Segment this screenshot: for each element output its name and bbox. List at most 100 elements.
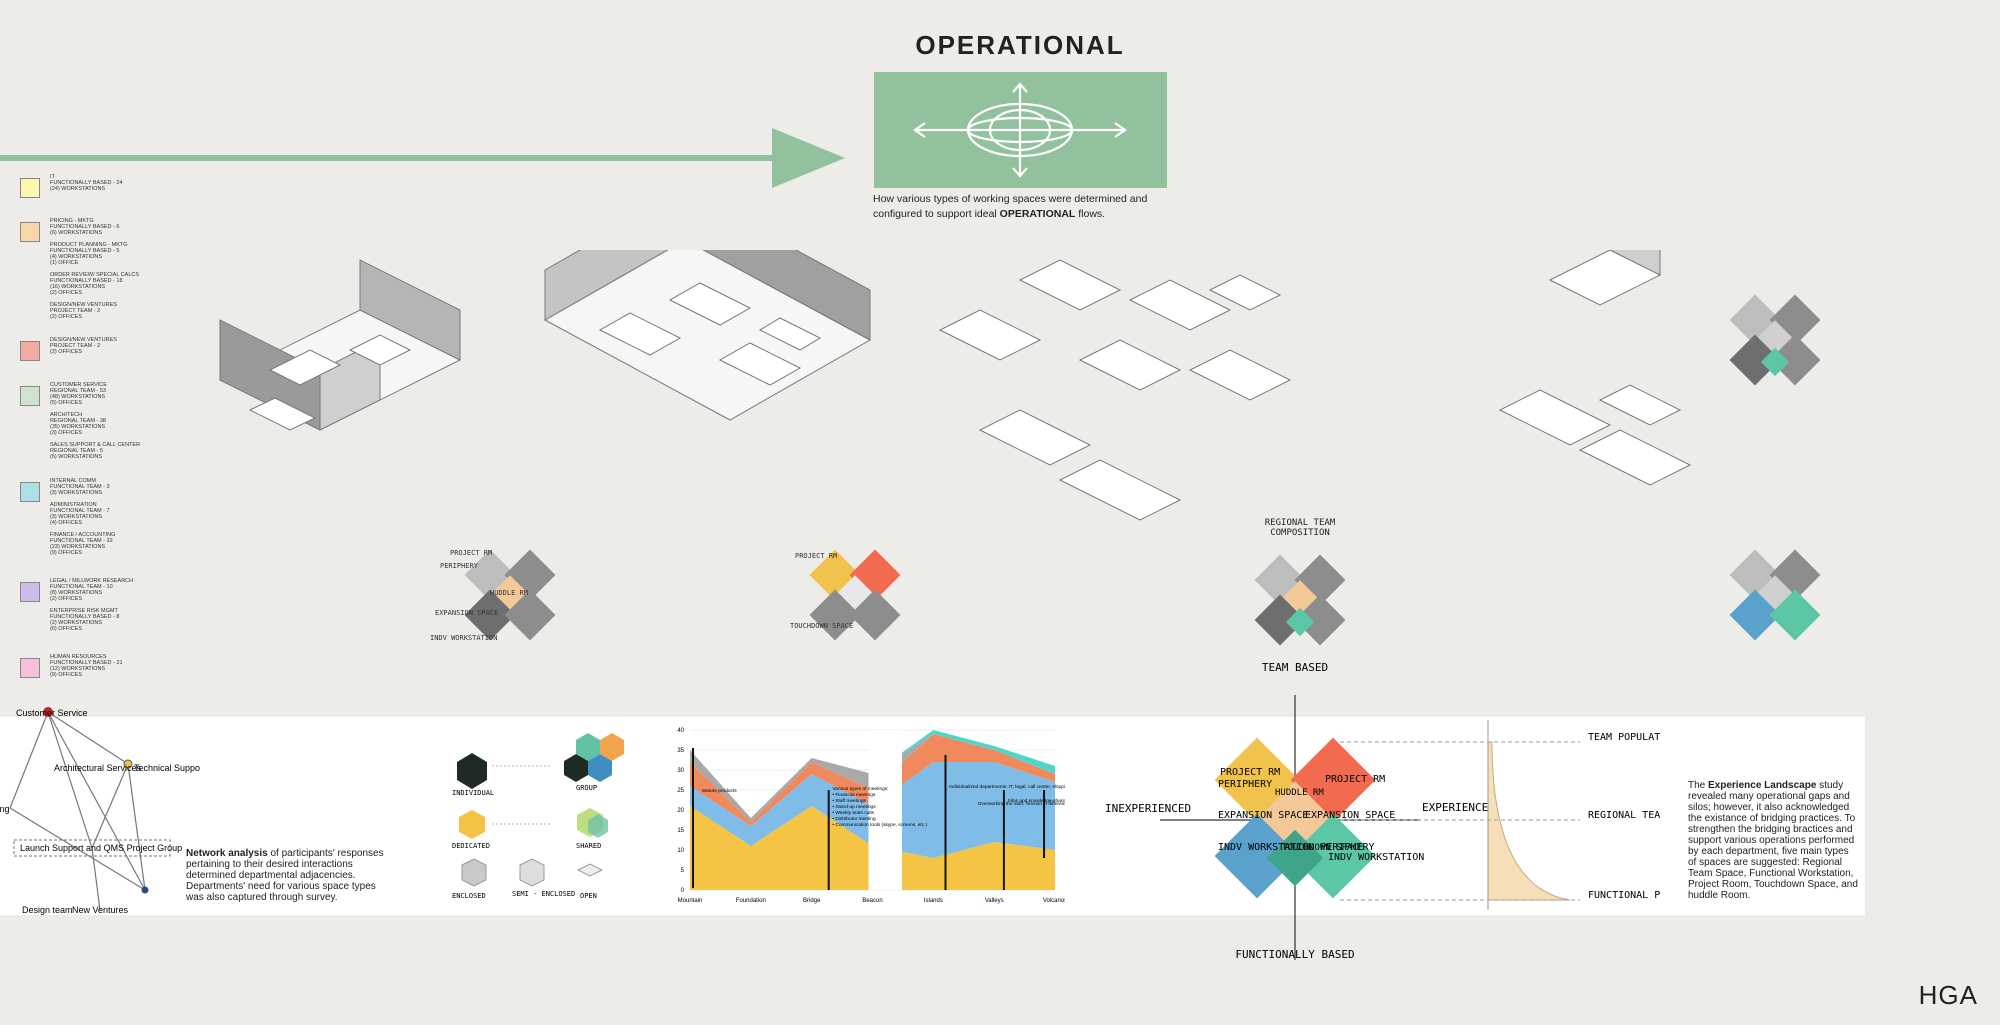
label-periphery: PERIPHERY: [1218, 779, 1272, 790]
network-description-bold: Network analysis: [186, 848, 268, 859]
legend-text: HUMAN RESOURCES FUNCTIONALLY BASED - 21 …: [50, 654, 123, 678]
brand-logo: HGA: [1918, 980, 1978, 1010]
node-label-architectural-services: Architectural Services: [54, 763, 142, 773]
individual-icon: [457, 753, 487, 789]
label-project-rm: PROJECT RM: [450, 549, 492, 557]
operational-caption: How various types of working spaces were…: [873, 192, 1193, 222]
label-project-rm-right: PROJECT RM: [1325, 774, 1385, 785]
node-label-customer-service: Customer Service: [16, 708, 88, 718]
type-label-enclosed: ENCLOSED: [452, 892, 486, 900]
label-expansion-space: EXPANSION SPACE: [435, 609, 498, 617]
flow-arrow-head: [772, 128, 845, 188]
x-tick-label: Volcanos: [1043, 898, 1065, 904]
chart-annotation: Silos and knowledge-sharing challenges +…: [1008, 798, 1065, 804]
study-bold: Experience Landscape: [1708, 780, 1817, 791]
legend-text: CUSTOMER SERVICE REGIONAL TEAM - 53 (48)…: [50, 382, 141, 460]
node-customer-service: [43, 707, 53, 717]
floor-plan-3: [938, 259, 1292, 521]
legend-text: LEGAL / MILLWORK RESEARCH FUNCTIONAL TEA…: [50, 578, 134, 632]
network-description: Network analysis of participants' respon…: [186, 848, 386, 903]
label-huddle-rm: HUDDLE RM: [490, 589, 528, 597]
label-expansion-space-right: EXPANSION SPACE: [1305, 810, 1395, 821]
legend-swatch: [20, 582, 40, 602]
label-indv-workstation-periphery: INDV WORKSTATION PERIPHERY: [1218, 842, 1375, 853]
diamond-diagram-5: [1729, 549, 1821, 641]
diamond-diagram-1: PROJECT RM PERIPHERY HUDDLE RM EXPANSION…: [430, 549, 556, 642]
semi-enclosed-icon: [519, 858, 545, 887]
chart-annotation: Individualized departments: IT, legal, c…: [949, 784, 1065, 790]
floor-plan-2: [543, 250, 872, 421]
x-tick-label: Beacon: [862, 898, 882, 904]
x-tick-label: Foundation: [736, 898, 766, 904]
chart-annotation: Various types of meetings: • Financial me…: [832, 786, 927, 828]
type-label-individual: INDIVIDUAL: [452, 789, 494, 797]
node-label-design-team: Design team: [22, 905, 73, 915]
caption-line-2: configured to support ideal: [873, 208, 997, 220]
label-touchdown-space: TOUCHDOWN SPACE: [1282, 843, 1363, 853]
label-project-rm: PROJECT RM: [795, 552, 837, 560]
x-tick-label: Mountain: [678, 898, 703, 904]
axis-label-experienced: EXPERIENCED: [1422, 801, 1495, 814]
legend-text: PRICING - MKTG FUNCTIONALLY BASED - 6 (6…: [50, 218, 140, 320]
study-description: The Experience Landscape study revealed …: [1688, 780, 1858, 901]
space-types-graphic: INDIVIDUAL GROUP DEDICATED SHARED ENCLOS…: [452, 733, 624, 900]
page-title: OPERATIONAL: [915, 30, 1125, 60]
y-tick-label: 20: [677, 808, 684, 814]
label-functional-population: FUNCTIONAL POPULATION: [1588, 890, 1660, 901]
caption-tail: flows.: [1078, 208, 1106, 220]
node-label-new-ventures: New Ventures: [72, 905, 129, 915]
dedicated-icon: [459, 810, 485, 839]
diamond-diagram-3: [1254, 554, 1346, 646]
y-tick-label: 25: [677, 788, 684, 794]
legend-text: IT FUNCTIONALLY BASED - 24 (24) WORKSTAT…: [50, 174, 123, 192]
legend-text: DESIGN/NEW VENTURES PROJECT TEAM - 2 (2)…: [50, 337, 117, 355]
label-indv-workstation: INDV WORKSTATION: [430, 634, 497, 642]
caption-line-1: How various types of working spaces were…: [873, 193, 1148, 205]
isometric-plans: [218, 250, 1692, 521]
label-expansion-space-left: EXPANSION SPACE: [1218, 810, 1308, 821]
floor-plan-1: [218, 259, 462, 431]
node-label-launch-support: Launch Support and QMS Project Group: [20, 843, 182, 853]
label-team-population: TEAM POPULATION: [1588, 732, 1660, 743]
chart-annotation: Mature products: [702, 788, 737, 794]
legend-swatch: [20, 341, 40, 361]
experience-area-chart: 0 5 10 15 20 25 30 35 40 Mountain Foundation Bridge…: [677, 728, 1065, 904]
label-huddle-rm: HUDDLE RM: [1275, 788, 1324, 798]
population-wedge: [1487, 741, 1571, 901]
y-tick-label: 10: [677, 848, 684, 854]
regional-team-label: REGIONAL TEAM COMPOSITION: [1264, 518, 1336, 538]
legend-text: INTERNAL COMM FUNCTIONAL TEAM - 3 (3) WO…: [50, 478, 116, 556]
flow-arrow-line: [0, 155, 780, 161]
caption-bold: OPERATIONAL: [999, 208, 1076, 220]
label-regional-team-population: REGIONAL TEAM POPULATION: [1588, 810, 1660, 821]
diamond-diagram-4: [1729, 294, 1821, 386]
section-gap: [868, 730, 902, 890]
axis-label-functionally-based: FUNCTIONALLY BASED: [1235, 948, 1354, 961]
label-periphery: PERIPHERY: [440, 562, 479, 570]
axis-label-team-based: TEAM BASED: [1262, 661, 1328, 674]
x-tick-label: Islands: [924, 898, 943, 904]
y-tick-label: 35: [677, 748, 684, 754]
network-description-text: of participants' responses pertaining to…: [186, 848, 384, 903]
legend-swatch: [20, 386, 40, 406]
y-tick-label: 0: [681, 888, 685, 894]
x-tick-label: Bridge: [803, 898, 821, 904]
open-icon: [576, 863, 604, 877]
diamond-diagram-2: PROJECT RM TOUCHDOWN SPACE: [790, 549, 901, 641]
label-indv-workstation: INDV WORKSTATION: [1328, 852, 1424, 863]
touchdown-space-tile: [1266, 829, 1324, 887]
label-project-rm-left: PROJECT RM: [1220, 767, 1280, 778]
node-label-technical-support: Technical Support: [134, 763, 200, 773]
experience-landscape: TEAM BASED FUNCTIONALLY BASED INEXPERIEN…: [1105, 661, 1660, 961]
type-label-group: GROUP: [576, 784, 597, 792]
type-label-dedicated: DEDICATED: [452, 842, 490, 850]
launch-support-box: [13, 839, 171, 857]
floor-plan-4: [1498, 250, 1692, 486]
type-label-semi-enclosed: SEMI - ENCLOSED: [512, 890, 575, 898]
legend-swatch: [20, 658, 40, 678]
area-series: [690, 734, 1055, 826]
type-label-open: OPEN: [580, 892, 597, 900]
legend-swatch: [20, 178, 40, 198]
x-tick-label: Valleys: [985, 898, 1004, 904]
study-text: study revealed many operational gaps and…: [1688, 780, 1858, 901]
